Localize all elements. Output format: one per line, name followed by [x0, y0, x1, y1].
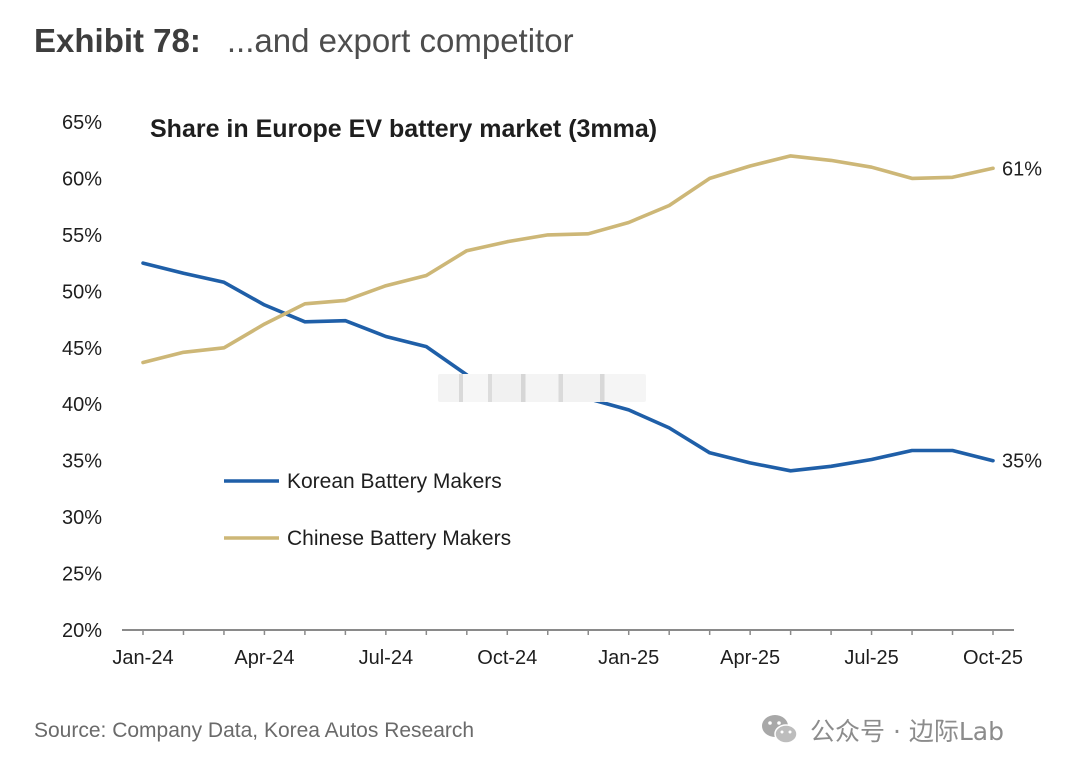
redacted-overlay [438, 374, 646, 402]
y-tick-label: 40% [62, 394, 102, 416]
legend-label: Chinese Battery Makers [287, 527, 511, 550]
legend-label: Korean Battery Makers [287, 470, 502, 493]
x-tick-label: Jan-25 [598, 647, 659, 669]
source-note: Source: Company Data, Korea Autos Resear… [34, 719, 475, 742]
legend: Korean Battery Makers Chinese Battery Mak… [224, 470, 511, 550]
x-tick-label: Oct-24 [477, 647, 537, 669]
watermark: 公众号 · 边际Lab [760, 712, 1004, 748]
x-tick-label: Jan-24 [112, 647, 173, 669]
x-tick-label: Jul-25 [844, 647, 898, 669]
korean-series-line [586, 396, 995, 473]
y-tick-label: 35% [62, 451, 102, 473]
y-tick-label: 50% [62, 281, 102, 303]
y-tick-label: 45% [62, 338, 102, 360]
y-tick-label: 65% [62, 112, 102, 134]
chinese-end-label: 61% [1002, 158, 1042, 180]
x-tick-label: Jul-24 [359, 647, 413, 669]
korean-end-label: 35% [1002, 451, 1042, 473]
chart-title: Share in Europe EV battery market (3mma) [150, 115, 657, 143]
exhibit-number: Exhibit 78: [34, 22, 201, 59]
y-tick-label: 30% [62, 507, 102, 529]
exhibit-heading: Exhibit 78: ...and export competitor [34, 22, 574, 60]
x-tick-label: Oct-25 [963, 647, 1023, 669]
series-layer: 35% 61% [141, 154, 1042, 473]
korean-series-line [141, 261, 469, 377]
y-tick-label: 20% [62, 620, 102, 642]
y-tick-label: 25% [62, 564, 102, 586]
watermark-text: 公众号 · 边际Lab [810, 717, 1004, 746]
wechat-icon [762, 715, 798, 744]
y-tick-label: 55% [62, 225, 102, 247]
y-axis-ticks: 20% 25% 30% 35% 40% 45% 50% 55% 60% 65% [62, 112, 102, 642]
x-axis: Jan-24 Apr-24 Jul-24 Oct-24 Jan-25 Apr-25 Jul-… [112, 629, 1023, 669]
x-tick-label: Apr-24 [234, 647, 294, 669]
exhibit-subtitle: ...and export competitor [226, 22, 574, 59]
x-tick-label: Apr-25 [720, 647, 780, 669]
chinese-series-line [141, 154, 995, 365]
y-tick-label: 60% [62, 168, 102, 190]
